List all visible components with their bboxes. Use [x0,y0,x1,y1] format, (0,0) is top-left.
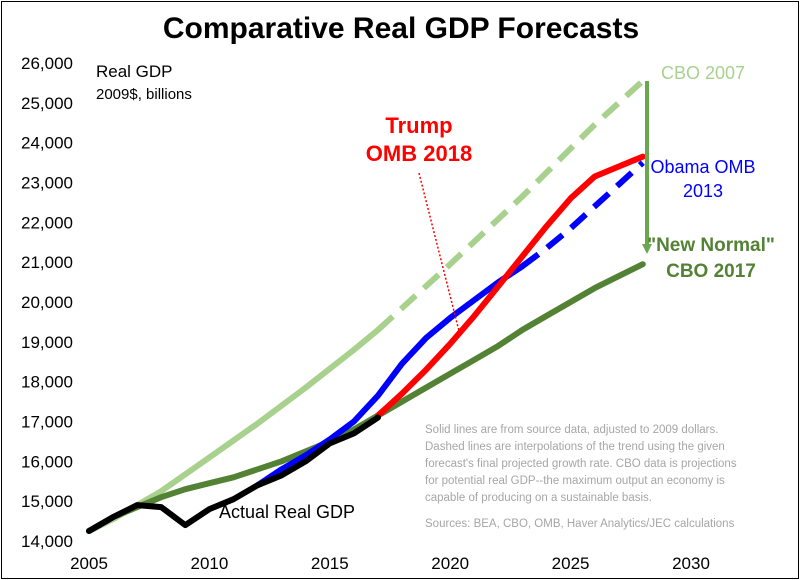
y-tick-label: 18,000 [21,373,73,392]
series-line-obama2013 [254,263,526,489]
x-tick-label: 2015 [311,554,349,573]
y-tick-label: 22,000 [21,213,73,232]
note-line: capable of producing on a sustainable ba… [425,492,652,504]
series-line-cbo2017 [86,261,646,534]
x-tick-label: 2030 [672,554,710,573]
label-obama-line1: Obama OMB [650,157,755,177]
label-cbo2017-line2: CBO 2017 [666,261,756,282]
label-obama-line2: 2013 [683,181,723,201]
y-tick-label: 17,000 [21,413,73,432]
y-tick-label: 26,000 [21,54,73,73]
chart-title: Comparative Real GDP Forecasts [163,12,639,45]
y-tick-label: 14,000 [21,532,73,551]
y-tick-label: 24,000 [21,134,73,153]
label-actual: Actual Real GDP [219,502,355,522]
note-line: for potential real GDP--the maximum outp… [425,475,725,487]
series-line-actual [86,414,381,534]
label-cbo2017-line1: "New Normal" [647,235,775,256]
note-line: forecast's final projected growth rate. … [425,458,737,470]
x-tick-label: 2010 [190,554,228,573]
note-line: Dashed lines are interpolations of the t… [425,441,725,453]
series-dashed-cbo2007 [375,78,645,333]
label-cbo2007: CBO 2007 [661,63,745,83]
x-axis-ticks: 2005 2010 2015 2020 2025 2030 [70,554,710,573]
series-line-trump2018 [375,153,646,419]
x-tick-label: 2025 [552,554,590,573]
series-lines [86,78,646,534]
label-trump-line2: OMB 2018 [366,141,472,166]
y-tick-label: 23,000 [21,174,73,193]
y-tick-label: 19,000 [21,333,73,352]
y-tick-label: 16,000 [21,452,73,471]
y-tick-label: 25,000 [21,94,73,113]
label-trump-line1: Trump [385,113,452,138]
y-tick-label: 20,000 [21,293,73,312]
series-dashed-obama2013 [520,160,645,269]
y-tick-label: 21,000 [21,253,73,272]
y-axis-sublabel: 2009$, billions [96,86,192,103]
x-tick-label: 2020 [431,554,469,573]
y-axis-ticks: 14,000 15,000 16,000 17,000 18,000 19,000 20,0… [21,54,73,551]
y-tick-label: 15,000 [21,492,73,511]
note-line: Sources: BEA, CBO, OMB, Haver Analytics/… [425,518,735,530]
note-line: Solid lines are from source data, adjust… [425,424,718,436]
source-note: Solid lines are from source data, adjust… [425,424,737,530]
x-tick-label: 2005 [70,554,108,573]
trump-label-pointer [418,172,460,332]
y-axis-label: Real GDP [96,62,173,81]
